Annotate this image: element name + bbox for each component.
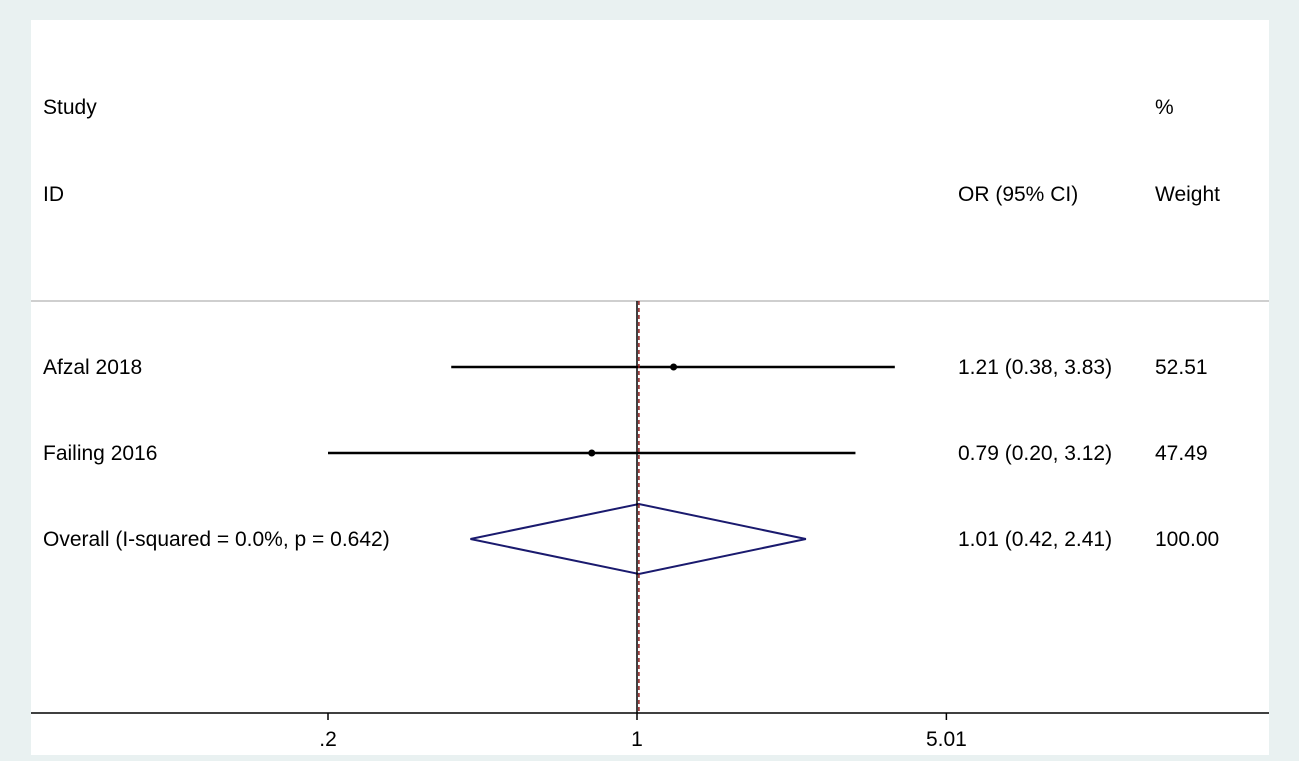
plot-panel (31, 20, 1269, 755)
overall-weight-value: 100.00 (1155, 528, 1219, 551)
weight-percent-header: % (1155, 96, 1174, 119)
point-estimate (670, 363, 678, 371)
id-header: ID (43, 183, 64, 206)
x-tick-label: .2 (319, 728, 337, 751)
study-label: Afzal 2018 (43, 356, 142, 379)
study-label: Failing 2016 (43, 442, 157, 465)
overall-diamond (470, 502, 807, 576)
weight-value: 47.49 (1155, 442, 1208, 465)
ci-value: 1.21 (0.38, 3.83) (958, 356, 1112, 379)
x-tick-label: 5.01 (926, 728, 967, 751)
plot-marks: Afzal 2018 1.21 (0.38, 3.83) 52.51 Failing … (43, 301, 1219, 713)
x-tick-label: 1 (631, 728, 643, 751)
weight-value: 52.51 (1155, 356, 1208, 379)
x-axis-ticks: .2 1 5.01 (319, 713, 967, 751)
estimate-header: OR (95% CI) (958, 183, 1078, 206)
study-header: Study (43, 96, 97, 119)
point-estimate (588, 449, 596, 457)
overall-label: Overall (I-squared = 0.0%, p = 0.642) (43, 528, 390, 551)
ci-value: 0.79 (0.20, 3.12) (958, 442, 1112, 465)
overall-ci-value: 1.01 (0.42, 2.41) (958, 528, 1112, 551)
weight-header: Weight (1155, 183, 1220, 206)
